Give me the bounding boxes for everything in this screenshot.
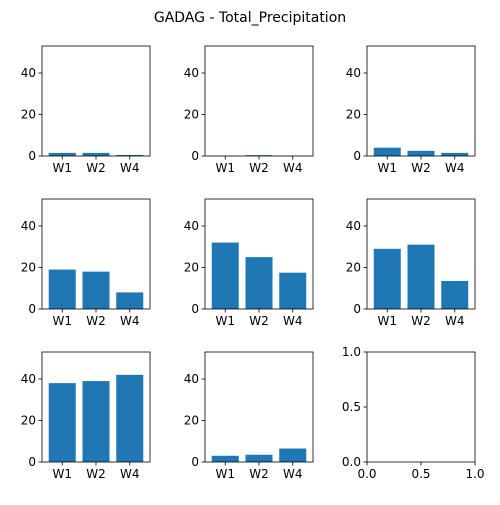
bar-W2 [246,455,273,462]
bar-W1 [212,456,239,462]
subplot-8: W1 W2 W4 0 20 40 [184,352,313,481]
x-tick-label: 0.5 [411,467,430,481]
x-tick-label: W1 [53,314,73,328]
x-tick-label: W2 [86,161,106,175]
x-tick-label: 0.0 [357,467,376,481]
bar-W2 [83,153,110,156]
x-tick-label: W1 [378,314,398,328]
y-tick-label: 40 [346,66,361,80]
axes-frame [367,46,475,156]
x-tick-label: W2 [411,161,431,175]
bar-W1 [374,148,401,156]
y-tick-label: 0 [191,455,199,469]
x-tick-label: W1 [216,467,236,481]
y-tick-label: 0 [191,302,199,316]
y-tick-label: 20 [21,107,36,121]
y-tick-label: 20 [21,260,36,274]
bar-W4 [441,281,468,309]
y-tick-label: 20 [184,413,199,427]
y-tick-label: 0 [28,302,36,316]
y-tick-label: 0 [28,455,36,469]
bar-W1 [374,249,401,309]
y-tick-label: 40 [184,66,199,80]
x-tick-label: W1 [53,161,73,175]
bar-W4 [279,449,306,462]
y-tick-label: 0.5 [342,400,361,414]
x-tick-label: W2 [411,314,431,328]
y-tick-label: 20 [346,260,361,274]
y-tick-label: 40 [184,219,199,233]
x-tick-label: W4 [445,314,465,328]
y-tick-label: 0 [353,149,361,163]
axes-frame [205,46,313,156]
x-tick-label: W2 [249,314,269,328]
y-tick-label: 0 [353,302,361,316]
bar-W1 [49,153,76,156]
y-tick-label: 40 [346,219,361,233]
x-tick-label: W2 [249,161,269,175]
y-tick-label: 40 [184,372,199,386]
subplot-2: W1 W2 W4 0 20 40 [184,46,313,175]
bar-W2 [83,272,110,309]
x-tick-label: W1 [378,161,398,175]
axes-frame [367,352,475,462]
y-tick-label: 20 [184,107,199,121]
axes-frame [205,352,313,462]
y-tick-label: 20 [184,260,199,274]
subplot-1: W1 W2 W4 0 20 40 [21,46,150,175]
y-tick-label: 40 [21,219,36,233]
subplot-4: W1 W2 W4 0 20 40 [21,199,150,328]
bar-W2 [408,245,435,309]
figure-title: GADAG - Total_Precipitation [154,10,346,26]
subplot-9: 0.0 0.5 1.0 0.0 0.5 1.0 [342,345,485,481]
x-tick-label: W4 [120,161,140,175]
subplot-3: W1 W2 W4 0 20 40 [346,46,475,175]
x-tick-label: W2 [86,467,106,481]
x-tick-label: W1 [216,161,236,175]
y-tick-label: 40 [21,66,36,80]
x-tick-label: W4 [445,161,465,175]
bar-W4 [116,292,143,309]
subplot-6: W1 W2 W4 0 20 40 [346,199,475,328]
x-tick-label: W4 [120,467,140,481]
x-tick-label: W2 [249,467,269,481]
y-tick-label: 0 [28,149,36,163]
bar-W4 [441,153,468,156]
y-tick-label: 1.0 [342,345,361,359]
bar-W2 [83,381,110,462]
y-tick-label: 20 [346,107,361,121]
x-tick-label: W4 [283,161,303,175]
bar-W4 [116,375,143,462]
bar-W2 [408,151,435,156]
subplot-7: W1 W2 W4 0 20 40 [21,352,150,481]
x-tick-label: 1.0 [465,467,484,481]
bar-W1 [49,383,76,462]
bar-W2 [246,257,273,309]
x-tick-label: W4 [120,314,140,328]
axes-frame [42,46,150,156]
bar-W1 [212,243,239,309]
x-tick-label: W4 [283,467,303,481]
x-tick-label: W2 [86,314,106,328]
subplot-5: W1 W2 W4 0 20 40 [184,199,313,328]
bar-W1 [49,270,76,309]
x-tick-label: W4 [283,314,303,328]
bar-W4 [279,273,306,309]
x-tick-label: W1 [216,314,236,328]
x-tick-label: W1 [53,467,73,481]
y-tick-label: 20 [21,413,36,427]
y-tick-label: 0 [191,149,199,163]
y-tick-label: 0.0 [342,455,361,469]
y-tick-label: 40 [21,372,36,386]
